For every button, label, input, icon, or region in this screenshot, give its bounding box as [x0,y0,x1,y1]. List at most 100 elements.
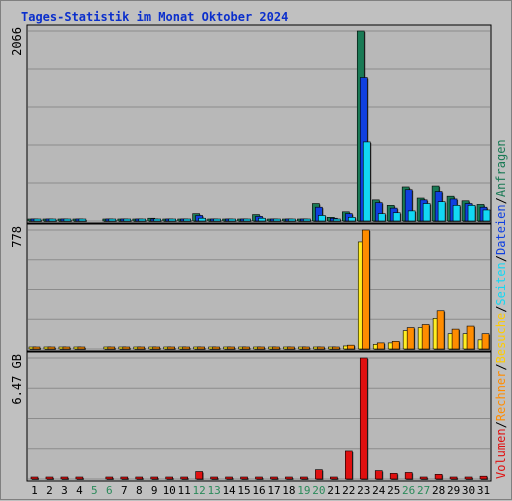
chart-panels: 2066 778 6.47 GB [10,24,492,482]
bar-volumen-day-4 [75,476,84,480]
bar-seiten-day-15 [243,218,251,222]
x-tick-label: 16 [252,484,265,497]
x-tick-label: 23 [357,484,370,497]
bar-rechner-day-14 [227,346,235,350]
legend-entry: Seiten [494,262,508,305]
bar-rechner-day-19 [302,346,310,350]
x-tick-label: 14 [222,484,236,497]
bar-seiten-day-25 [392,212,401,222]
bar-rechner-day-24 [376,342,385,350]
bar-rechner-day-29 [451,328,460,350]
bar-rechner-day-26 [406,327,415,350]
bar-volumen-day-12 [195,471,203,480]
bar-volumen-day-13 [210,476,218,480]
x-tick-label: 15 [237,484,250,497]
bar-seiten-day-7 [123,218,132,222]
x-tick-label: 4 [76,484,83,497]
bar-volumen-day-21 [330,476,338,480]
x-tick-label: 29 [447,484,460,497]
bar-volumen-day-29 [449,476,458,480]
bar-volumen-day-15 [240,476,248,480]
side-legend: Volumen/Rechner/Besuche/Seiten/Dateien/A… [494,139,508,479]
x-tick-label: 31 [477,484,490,497]
panel-background [26,351,492,482]
x-tick-label: 24 [372,484,386,497]
bar-volumen-day-8 [135,476,144,480]
x-tick-label: 30 [462,484,475,497]
bar-volumen-day-20 [315,469,323,480]
bar-volumen-day-24 [374,470,383,480]
bar-seiten-day-24 [377,213,386,222]
bar-seiten-day-26 [407,210,416,222]
bar-rechner-day-20 [317,346,325,350]
bar-seiten-day-19 [303,218,311,222]
bar-rechner-day-9 [152,346,161,350]
x-tick-label: 3 [61,484,68,497]
x-tick-label: 9 [151,484,158,497]
bar-volumen-day-27 [419,476,428,480]
bar-rechner-day-28 [436,310,445,350]
x-tick-label: 12 [193,484,206,497]
bar-seiten-day-9 [153,218,162,222]
legend-entry: / [494,363,508,370]
bar-seiten-day-28 [437,201,446,222]
bar-volumen-day-1 [30,476,39,480]
bar-seiten-day-31 [482,209,491,222]
x-tick-label: 8 [136,484,143,497]
x-tick-label: 19 [297,484,310,497]
bar-rechner-day-30 [466,325,475,350]
bar-seiten-day-30 [467,205,476,222]
side-legend-text: Volumen/Rechner/Besuche/Seiten/Dateien/A… [494,139,508,479]
x-tick-label: 17 [267,484,280,497]
bar-rechner-day-22 [347,344,355,350]
bar-volumen-day-14 [225,476,233,480]
bar-rechner-day-6 [107,346,116,350]
panel-background [26,24,492,224]
bar-rechner-day-7 [122,346,131,350]
panel-visits: 778 [10,223,492,352]
bar-volumen-day-31 [479,475,488,480]
bar-rechner-day-18 [287,346,295,350]
bar-volumen-day-26 [404,472,413,480]
bar-volumen-day-7 [120,476,129,480]
x-tick-label: 26 [402,484,415,497]
bar-rechner-day-21 [332,346,340,350]
bar-volumen-day-3 [60,476,69,480]
legend-entry: / [494,255,508,262]
bar-rechner-day-13 [212,346,220,350]
x-tick-label: 10 [163,484,176,497]
x-tick-label: 28 [432,484,445,497]
bar-rechner-day-10 [167,346,175,350]
bar-seiten-day-3 [63,218,72,222]
bar-rechner-day-23 [361,229,370,350]
panel-max-label: 778 [10,226,24,248]
bar-seiten-day-12 [198,217,206,222]
bar-rechner-day-25 [391,341,400,350]
bar-seiten-day-4 [78,218,87,222]
bar-volumen-day-6 [105,476,114,480]
legend-entry: Rechner [494,371,508,422]
x-tick-label: 21 [327,484,340,497]
x-tick-label: 7 [121,484,128,497]
bar-rechner-day-16 [257,346,265,350]
bar-rechner-day-8 [137,346,146,350]
bar-seiten-day-29 [452,205,461,222]
x-tick-label: 18 [282,484,295,497]
bar-rechner-day-2 [47,346,56,350]
bar-volumen-day-11 [180,476,188,480]
bar-seiten-day-10 [168,218,176,222]
bar-volumen-day-16 [255,476,263,480]
bar-seiten-day-2 [48,218,57,222]
panel-volume: 6.47 GB [10,351,492,482]
x-tick-label: 22 [342,484,355,497]
bar-volumen-day-25 [389,473,398,480]
bar-volumen-day-23 [359,357,368,480]
bar-seiten-day-27 [422,203,431,222]
bar-volumen-day-22 [345,450,353,480]
legend-entry: Anfragen [494,139,508,197]
bar-rechner-day-3 [62,346,71,350]
bar-rechner-day-12 [197,346,205,350]
bar-volumen-day-30 [464,476,473,480]
